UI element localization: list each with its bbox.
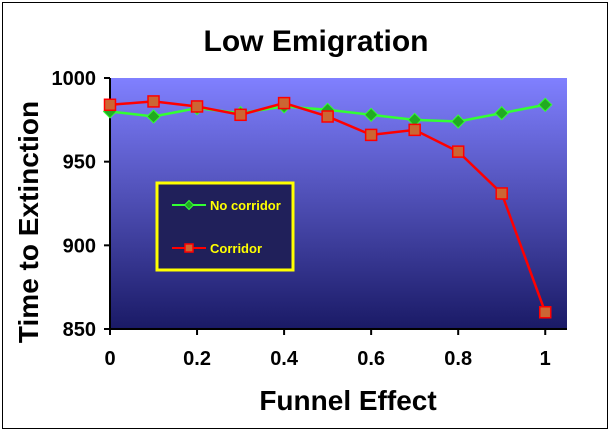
data-point bbox=[234, 108, 247, 122]
x-tick-label: 0.2 bbox=[183, 348, 211, 370]
series-corridor bbox=[103, 95, 552, 319]
chart-title: Low Emigration bbox=[204, 25, 429, 58]
y-axis-title: Time to Extinction bbox=[13, 101, 44, 343]
data-point bbox=[147, 95, 160, 108]
legend-marker-no-corridor bbox=[183, 199, 195, 211]
data-point bbox=[146, 109, 161, 124]
legend-label-no-corridor: No corridor bbox=[210, 198, 281, 213]
legend-marker-corridor bbox=[184, 243, 194, 253]
y-tick-label: 900 bbox=[63, 235, 96, 257]
data-point bbox=[538, 306, 552, 319]
legend: No corridor Corridor bbox=[155, 181, 295, 272]
data-point bbox=[451, 145, 465, 158]
data-point bbox=[495, 187, 508, 200]
data-point bbox=[450, 114, 466, 129]
series-layer bbox=[102, 95, 553, 319]
data-point bbox=[408, 123, 421, 137]
legend-label-corridor: Corridor bbox=[210, 241, 262, 256]
data-point bbox=[363, 107, 379, 123]
y-tick-label: 850 bbox=[63, 319, 96, 341]
data-point bbox=[364, 128, 378, 142]
data-point bbox=[538, 97, 553, 112]
y-tick-label: 950 bbox=[63, 152, 96, 174]
legend-box bbox=[155, 181, 295, 272]
x-tick-label: 0.6 bbox=[357, 348, 385, 370]
x-tick-label: 1 bbox=[540, 348, 551, 370]
x-ticks: 0 0.2 0.4 0.6 0.8 1 bbox=[104, 329, 551, 370]
y-tick-label: 1000 bbox=[52, 68, 97, 90]
x-tick-label: 0.4 bbox=[270, 348, 299, 370]
data-point bbox=[190, 100, 204, 113]
data-point bbox=[494, 105, 509, 121]
x-tick-label: 0.8 bbox=[444, 348, 472, 370]
x-axis-title: Funnel Effect bbox=[259, 385, 436, 416]
x-tick-label: 0 bbox=[104, 348, 115, 370]
y-ticks: 850 900 950 1000 bbox=[52, 68, 110, 341]
data-point bbox=[277, 96, 291, 110]
data-point bbox=[321, 110, 334, 123]
data-point bbox=[103, 98, 117, 112]
